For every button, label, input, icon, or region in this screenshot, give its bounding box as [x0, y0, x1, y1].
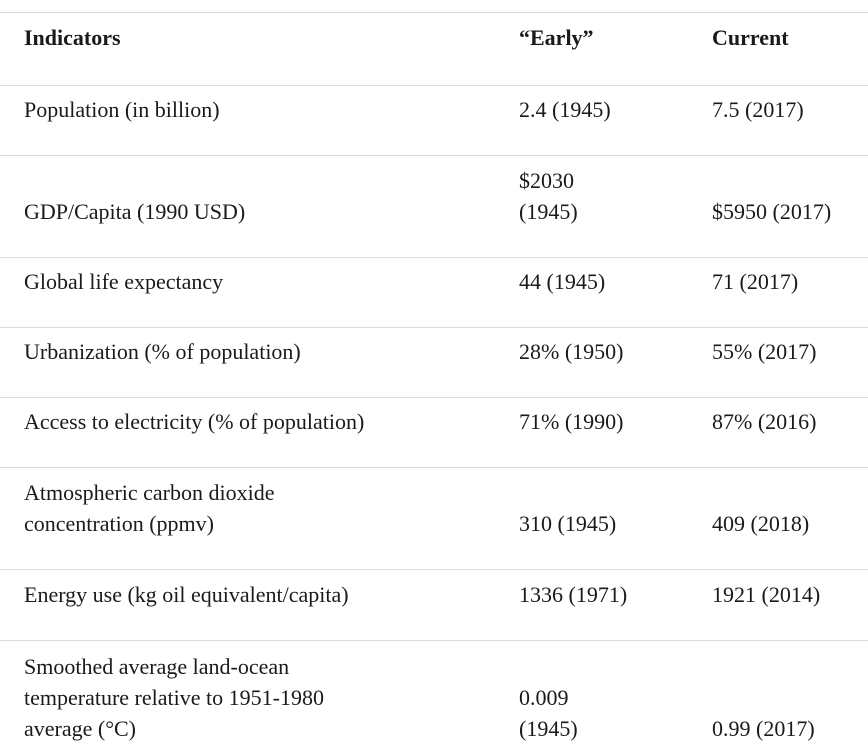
table-header-row: Indicators “Early” Current: [0, 12, 868, 85]
indicator-cell: Urbanization (% of population): [24, 339, 301, 364]
early-cell: 0.009 (1945): [519, 685, 578, 741]
current-cell: 71 (2017): [712, 269, 799, 294]
indicator-cell: GDP/Capita (1990 USD): [24, 199, 246, 224]
table-row: GDP/Capita (1990 USD) $2030 (1945) $5950…: [0, 155, 868, 257]
table-row: Urbanization (% of population) 28% (1950…: [0, 327, 868, 397]
indicator-cell: Atmospheric carbon dioxide concentration…: [24, 480, 275, 536]
header-current: Current: [712, 25, 789, 50]
indicators-table: Indicators “Early” Current Population (i…: [0, 12, 868, 744]
current-cell: 7.5 (2017): [712, 97, 804, 122]
early-cell: 28% (1950): [519, 339, 624, 364]
early-cell: 2.4 (1945): [519, 97, 611, 122]
early-cell: 1336 (1971): [519, 582, 628, 607]
current-cell: $5950 (2017): [712, 199, 832, 224]
early-cell: 71% (1990): [519, 409, 624, 434]
early-cell: 310 (1945): [519, 511, 617, 536]
header-indicators: Indicators: [24, 25, 121, 50]
current-cell: 0.99 (2017): [712, 716, 815, 741]
table-row: Population (in billion) 2.4 (1945) 7.5 (…: [0, 85, 868, 155]
table-row: Access to electricity (% of population) …: [0, 397, 868, 467]
table-row: Global life expectancy 44 (1945) 71 (201…: [0, 257, 868, 327]
early-cell: $2030 (1945): [519, 168, 578, 224]
indicator-cell: Energy use (kg oil equivalent/capita): [24, 582, 349, 607]
header-early: “Early”: [519, 25, 594, 50]
table-row: Smoothed average land-ocean temperature …: [0, 640, 868, 744]
indicator-cell: Population (in billion): [24, 97, 220, 122]
table-row: Energy use (kg oil equivalent/capita) 13…: [0, 569, 868, 640]
indicator-cell: Smoothed average land-ocean temperature …: [24, 654, 324, 741]
current-cell: 87% (2016): [712, 409, 817, 434]
current-cell: 55% (2017): [712, 339, 817, 364]
current-cell: 1921 (2014): [712, 582, 821, 607]
indicator-cell: Access to electricity (% of population): [24, 409, 365, 434]
current-cell: 409 (2018): [712, 511, 810, 536]
early-cell: 44 (1945): [519, 269, 606, 294]
table-row: Atmospheric carbon dioxide concentration…: [0, 467, 868, 569]
indicator-cell: Global life expectancy: [24, 269, 224, 294]
